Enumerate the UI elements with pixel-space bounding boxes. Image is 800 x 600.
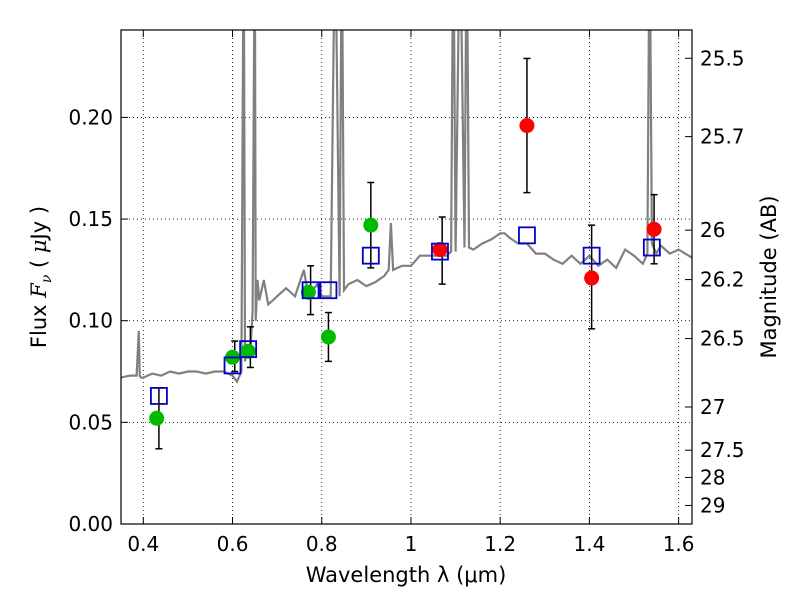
- model-band-box: [518, 226, 536, 245]
- y-tick-label: 0.15: [68, 207, 113, 231]
- red-point: [646, 221, 662, 237]
- red-point: [432, 242, 448, 258]
- green-point: [363, 217, 379, 233]
- grid: [121, 30, 692, 525]
- model-band-box: [319, 281, 338, 300]
- y-tick-label: 0.10: [68, 309, 113, 333]
- model-band-box: [642, 238, 661, 257]
- model-band-box: [431, 242, 449, 261]
- x-tick-label: 1.4: [573, 532, 605, 556]
- red-point: [519, 118, 535, 134]
- green-points: [149, 217, 379, 426]
- mag-tick-label: 26.5: [700, 327, 745, 351]
- model-band-box: [301, 281, 320, 300]
- mag-tick-label: 26.2: [700, 268, 745, 292]
- mag-tick-label: 25.7: [700, 125, 745, 149]
- x-tick-label: 0.8: [306, 532, 338, 556]
- mag-tick-label: 28: [700, 465, 725, 489]
- model-band-box: [361, 246, 380, 265]
- mag-tick-label: 27.5: [700, 438, 745, 462]
- x-tick-label: 0.6: [217, 532, 249, 556]
- y-axis-label: Flux Fν ( μJy ): [27, 206, 55, 348]
- mag-tick-label: 26: [700, 218, 725, 242]
- ticks: 0.4 0.6 0.8 1 1.2 1.4 1.6 0.00 0.05 0.10 0.15 0.20 2…: [68, 30, 745, 556]
- red-point: [584, 270, 600, 286]
- model-band-box: [239, 340, 258, 359]
- mag-tick-label: 29: [700, 493, 725, 517]
- green-point: [149, 410, 165, 426]
- x-axis-label: Wavelength λ (μm): [306, 563, 507, 587]
- y-tick-label: 0.00: [68, 512, 113, 536]
- model-band-boxes: [150, 226, 661, 405]
- mag-tick-label: 27: [700, 395, 725, 419]
- model-band-box: [582, 246, 601, 265]
- x-tick-label: 0.4: [127, 532, 159, 556]
- plot-frame: [120, 29, 693, 525]
- green-point: [240, 343, 256, 359]
- model-spectrum-line: [121, 30, 692, 384]
- x-tick-label: 1.2: [484, 532, 516, 556]
- plot-area: [121, 30, 692, 450]
- x-tick-label: 1.6: [663, 532, 695, 556]
- y2-axis-label: Magnitude (AB): [757, 195, 781, 358]
- mag-tick-label: 25.5: [700, 46, 745, 70]
- model-band-box: [223, 356, 242, 375]
- green-point: [300, 284, 316, 300]
- error-bars: [155, 57, 658, 450]
- y-tick-label: 0.05: [68, 410, 113, 434]
- x-tick-label: 1: [405, 532, 418, 556]
- y-tick-label: 0.20: [68, 105, 113, 129]
- model-band-box: [150, 387, 168, 405]
- red-points: [432, 118, 662, 286]
- green-point: [320, 329, 336, 345]
